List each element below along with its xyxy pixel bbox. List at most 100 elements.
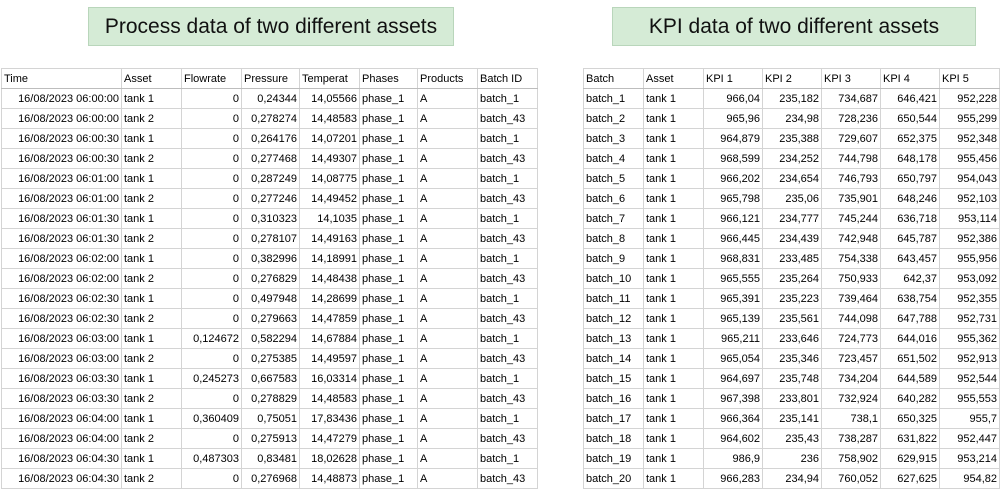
table-cell: A bbox=[417, 408, 478, 429]
table-cell: batch_43 bbox=[477, 308, 538, 329]
table-cell: batch_43 bbox=[477, 188, 538, 209]
table-cell: 652,375 bbox=[880, 128, 940, 149]
table-cell: 0,382996 bbox=[241, 248, 300, 269]
table-row: batch_8 tank 1 966,445 234,439 742,948 645,78… bbox=[583, 228, 1000, 249]
table-cell: 953,214 bbox=[939, 448, 1000, 469]
process-column-header: Time bbox=[1, 68, 122, 89]
table-cell: tank 1 bbox=[643, 408, 704, 429]
table-cell: 647,788 bbox=[880, 308, 940, 329]
table-cell: 965,211 bbox=[703, 328, 763, 349]
table-cell: 986,9 bbox=[703, 448, 763, 469]
table-cell: 629,915 bbox=[880, 448, 940, 469]
table-cell: 234,98 bbox=[762, 108, 822, 129]
table-cell: batch_16 bbox=[583, 388, 644, 409]
table-cell: tank 2 bbox=[121, 388, 182, 409]
table-cell: A bbox=[417, 208, 478, 229]
table-cell: 0,275913 bbox=[241, 428, 300, 449]
table-cell: batch_1 bbox=[477, 288, 538, 309]
table-cell: tank 1 bbox=[643, 208, 704, 229]
table-cell: batch_15 bbox=[583, 368, 644, 389]
table-cell: tank 2 bbox=[121, 468, 182, 489]
table-cell: 966,04 bbox=[703, 88, 763, 109]
table-cell: 638,754 bbox=[880, 288, 940, 309]
table-row: 16/08/2023 06:01:00 tank 2 0 0,277246 14,494… bbox=[1, 188, 538, 209]
table-cell: 966,121 bbox=[703, 208, 763, 229]
table-cell: 235,182 bbox=[762, 88, 822, 109]
table-cell: 14,49307 bbox=[299, 148, 360, 169]
table-cell: phase_1 bbox=[359, 228, 418, 249]
table-cell: 0,278274 bbox=[241, 108, 300, 129]
table-row: 16/08/2023 06:01:30 tank 2 0 0,278107 14,491… bbox=[1, 228, 538, 249]
table-row: 16/08/2023 06:00:30 tank 2 0 0,277468 14,493… bbox=[1, 148, 538, 169]
table-cell: 234,654 bbox=[762, 168, 822, 189]
table-cell: 955,456 bbox=[939, 148, 1000, 169]
table-cell: batch_20 bbox=[583, 468, 644, 489]
table-cell: 16/08/2023 06:00:30 bbox=[1, 148, 122, 169]
table-cell: batch_5 bbox=[583, 168, 644, 189]
table-cell: 642,37 bbox=[880, 268, 940, 289]
table-cell: 234,777 bbox=[762, 208, 822, 229]
table-cell: A bbox=[417, 188, 478, 209]
table-cell: tank 2 bbox=[121, 228, 182, 249]
table-cell: 640,282 bbox=[880, 388, 940, 409]
table-cell: 14,47859 bbox=[299, 308, 360, 329]
table-row: batch_16 tank 1 967,398 233,801 732,924 640,2… bbox=[583, 388, 1000, 409]
table-cell: phase_1 bbox=[359, 348, 418, 369]
table-cell: A bbox=[417, 148, 478, 169]
table-cell: batch_11 bbox=[583, 288, 644, 309]
table-cell: tank 1 bbox=[121, 208, 182, 229]
table-cell: 0 bbox=[181, 388, 242, 409]
table-cell: 646,421 bbox=[880, 88, 940, 109]
table-cell: tank 1 bbox=[121, 328, 182, 349]
process-column-header: Pressure bbox=[241, 68, 300, 89]
kpi-column-header: KPI 4 bbox=[880, 68, 940, 89]
kpi-column-header: KPI 3 bbox=[821, 68, 881, 89]
table-cell: 750,933 bbox=[821, 268, 881, 289]
table-cell: 650,797 bbox=[880, 168, 940, 189]
kpi-data-table: Batch Asset KPI 1 KPI 2 KPI 3 KPI 4 KPI 5 batch… bbox=[583, 68, 1000, 489]
table-row: batch_17 tank 1 966,364 235,141 738,1 650,325… bbox=[583, 408, 1000, 429]
table-row: 16/08/2023 06:01:00 tank 1 0 0,287249 14,087… bbox=[1, 168, 538, 189]
table-cell: 754,338 bbox=[821, 248, 881, 269]
table-cell: batch_18 bbox=[583, 428, 644, 449]
table-cell: tank 1 bbox=[643, 168, 704, 189]
table-cell: batch_17 bbox=[583, 408, 644, 429]
table-cell: 0,497948 bbox=[241, 288, 300, 309]
table-cell: 234,252 bbox=[762, 148, 822, 169]
table-cell: batch_8 bbox=[583, 228, 644, 249]
table-cell: 965,555 bbox=[703, 268, 763, 289]
table-cell: 0 bbox=[181, 108, 242, 129]
table-cell: 14,05566 bbox=[299, 88, 360, 109]
table-cell: 235,346 bbox=[762, 348, 822, 369]
kpi-column-header: Batch bbox=[583, 68, 644, 89]
table-cell: 643,457 bbox=[880, 248, 940, 269]
table-cell: tank 1 bbox=[643, 388, 704, 409]
table-cell: A bbox=[417, 268, 478, 289]
table-cell: phase_1 bbox=[359, 428, 418, 449]
table-cell: tank 1 bbox=[643, 148, 704, 169]
table-row: batch_4 tank 1 968,599 234,252 744,798 648,17… bbox=[583, 148, 1000, 169]
table-cell: phase_1 bbox=[359, 368, 418, 389]
table-cell: A bbox=[417, 388, 478, 409]
table-cell: 645,787 bbox=[880, 228, 940, 249]
table-cell: batch_1 bbox=[477, 328, 538, 349]
table-cell: 968,599 bbox=[703, 148, 763, 169]
table-cell: phase_1 bbox=[359, 108, 418, 129]
table-cell: A bbox=[417, 348, 478, 369]
table-cell: 0 bbox=[181, 268, 242, 289]
table-cell: tank 1 bbox=[643, 368, 704, 389]
table-cell: batch_1 bbox=[477, 248, 538, 269]
table-cell: 966,445 bbox=[703, 228, 763, 249]
table-cell: 0,277246 bbox=[241, 188, 300, 209]
table-cell: phase_1 bbox=[359, 288, 418, 309]
process-data-banner: Process data of two different assets bbox=[88, 7, 454, 46]
table-cell: 16/08/2023 06:02:30 bbox=[1, 288, 122, 309]
table-cell: batch_1 bbox=[477, 368, 538, 389]
table-cell: batch_43 bbox=[477, 428, 538, 449]
table-cell: 235,264 bbox=[762, 268, 822, 289]
table-cell: 16/08/2023 06:01:00 bbox=[1, 168, 122, 189]
table-cell: 952,103 bbox=[939, 188, 1000, 209]
table-cell: 952,447 bbox=[939, 428, 1000, 449]
table-cell: 955,7 bbox=[939, 408, 1000, 429]
table-cell: 965,391 bbox=[703, 288, 763, 309]
